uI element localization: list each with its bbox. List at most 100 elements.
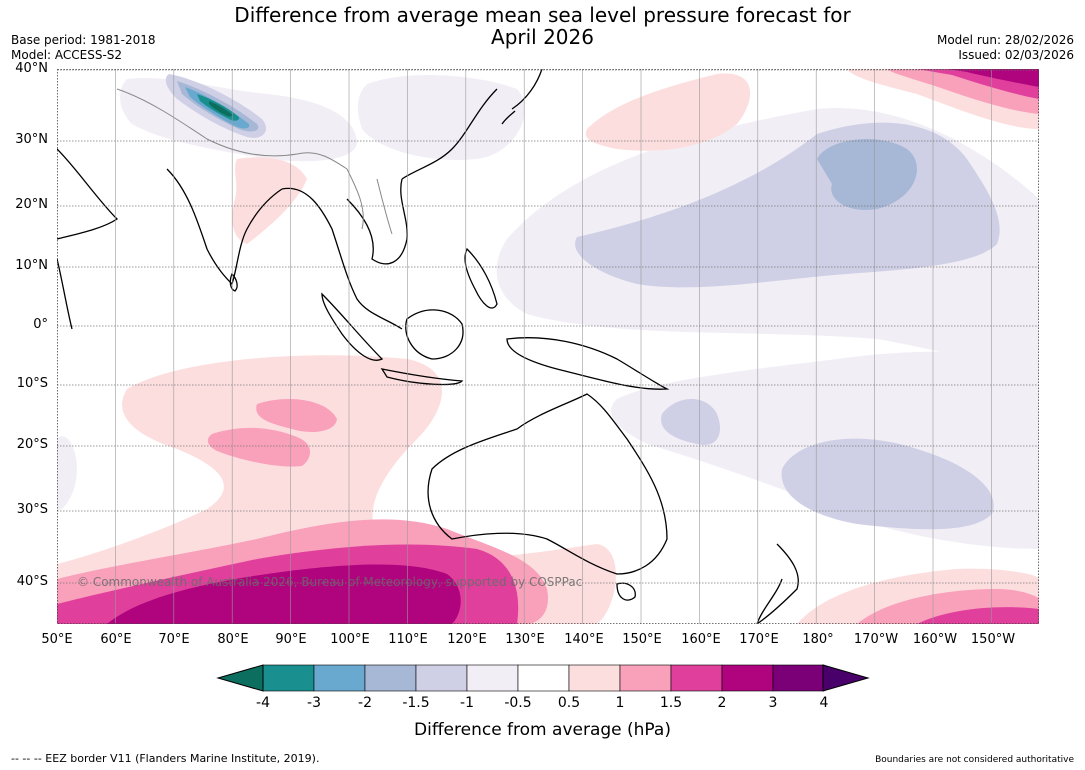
- footer-eez-note: -- -- -- EEZ border V11 (Flanders Marine…: [11, 752, 320, 765]
- meta-right: Model run: 28/02/2026 Issued: 02/03/2026: [937, 33, 1074, 63]
- model-run: Model run: 28/02/2026: [936, 33, 1074, 47]
- lon-label-170e: 170°E: [739, 632, 779, 647]
- colorbar-boxes: [262, 664, 825, 692]
- cb-tick-7: 1: [615, 695, 625, 711]
- lon-label-120e: 120°E: [447, 632, 487, 647]
- anomaly-pos-1-central-indian-b: [207, 427, 311, 467]
- lat-label-20s: 20°S: [16, 437, 48, 452]
- colorbar-box-6: [568, 664, 621, 692]
- coast-africa-east: [57, 258, 73, 330]
- country-borders: [116, 88, 393, 235]
- lon-label-60e: 60°E: [100, 632, 132, 647]
- coast-tasmania: [616, 582, 636, 601]
- coast-australia: [427, 393, 668, 575]
- anomaly-neg-2-west-pacific: [817, 138, 917, 210]
- anomaly-pos-2-south-indian: [107, 564, 461, 624]
- issued-date: Issued: 02/03/2026: [958, 48, 1074, 62]
- footer-boundaries-note: Boundaries are not considered authoritat…: [875, 755, 1074, 765]
- lat-label-30s: 30°S: [16, 502, 48, 517]
- border-himalaya: [116, 88, 348, 170]
- cb-tick-3: -1.5: [402, 695, 430, 711]
- colorbar-box-8: [670, 664, 723, 692]
- chart-title: Difference from average mean sea level p…: [0, 4, 1085, 48]
- cb-tick-2: -2: [358, 695, 372, 711]
- lat-label-40s: 40°S: [16, 574, 48, 589]
- anomaly-neg-1-indian-west: [57, 436, 77, 511]
- coast-java: [380, 368, 464, 386]
- gridlines: [115, 69, 992, 624]
- colorbar-box-5: [517, 664, 570, 692]
- lon-label-150w: 150°W: [970, 632, 1016, 647]
- lon-label-110e: 110°E: [388, 632, 428, 647]
- colorbar-box-7: [619, 664, 672, 692]
- colorbar-under-arrow: [216, 664, 264, 692]
- base-period: Base period: 1981-2018: [11, 33, 156, 47]
- coast-indochina: [346, 178, 408, 265]
- lat-label-40n: 40°N: [15, 61, 48, 76]
- anomaly-neg-15-south-pacific: [781, 438, 994, 530]
- cb-tick-0: -4: [256, 695, 270, 711]
- lon-label-90e: 90°E: [275, 632, 307, 647]
- cb-tick-1: -3: [307, 695, 321, 711]
- meta-left: Base period: 1981-2018 Model: ACCESS-S2: [11, 33, 156, 63]
- lon-label-100e: 100°E: [330, 632, 370, 647]
- colorbar-box-10: [772, 664, 825, 692]
- model-name: Model: ACCESS-S2: [11, 48, 123, 62]
- coast-philippines: [464, 247, 498, 309]
- lat-label-20n: 20°N: [15, 197, 48, 212]
- pressure-map: [57, 69, 1039, 624]
- anomaly-pos-05-bay-bengal: [232, 157, 307, 244]
- anomaly-neg-below-himalaya: [209, 101, 233, 117]
- colorbar-label: Difference from average (hPa): [414, 720, 671, 740]
- map-panel: [57, 69, 1039, 624]
- cb-tick-5: -0.5: [504, 695, 532, 711]
- lon-label-180: 180°: [802, 632, 834, 647]
- cb-tick-8: 1.5: [659, 695, 683, 711]
- coastlines: [57, 69, 799, 624]
- lat-label-10n: 10°N: [15, 258, 48, 273]
- anomaly-pos-05-north-pacific: [585, 73, 751, 151]
- lon-label-130e: 130°E: [505, 632, 545, 647]
- cb-tick-9: 2: [717, 695, 727, 711]
- watermark: © Commonwealth of Australia 2026, Bureau…: [77, 575, 583, 589]
- lon-label-50e: 50°E: [41, 632, 73, 647]
- cb-tick-6: 0.5: [557, 695, 581, 711]
- lat-label-30n: 30°N: [15, 132, 48, 147]
- lat-label-0: 0°: [33, 317, 48, 332]
- coast-sumatra: [321, 292, 384, 361]
- lon-label-150e: 150°E: [622, 632, 662, 647]
- coast-borneo: [405, 309, 464, 360]
- colorbar-box-3: [415, 664, 468, 692]
- lon-label-80e: 80°E: [217, 632, 249, 647]
- lon-label-160e: 160°E: [681, 632, 721, 647]
- cb-tick-4: -1: [460, 695, 474, 711]
- anomaly-neg-1-north-central: [357, 74, 525, 160]
- border-indochina: [346, 168, 393, 235]
- colorbar-box-2: [364, 664, 417, 692]
- colorbar: [216, 664, 870, 692]
- coast-new-guinea: [506, 337, 670, 390]
- lat-label-10s: 10°S: [16, 376, 48, 391]
- colorbar-box-1: [313, 664, 366, 692]
- title-line-1: Difference from average mean sea level p…: [234, 3, 851, 27]
- lon-label-160w: 160°W: [912, 632, 958, 647]
- lon-label-140e: 140°E: [564, 632, 604, 647]
- coast-china: [401, 88, 498, 180]
- coast-sri-lanka: [229, 272, 238, 292]
- cb-tick-11: 4: [819, 695, 829, 711]
- anomaly-pos-15-se-corner: [917, 607, 1039, 624]
- lon-label-170w: 170°W: [853, 632, 899, 647]
- colorbar-box-4: [466, 664, 519, 692]
- lon-label-70e: 70°E: [158, 632, 190, 647]
- colorbar-box-0: [262, 664, 315, 692]
- coast-new-zealand: [756, 543, 799, 624]
- coast-japan: [501, 69, 543, 125]
- coast-southeast-asia: [281, 187, 403, 330]
- anomaly-pos-2-ne-corner: [947, 69, 1039, 87]
- anomaly-neg-15-coral-sea: [661, 399, 721, 445]
- title-line-2: April 2026: [491, 25, 594, 49]
- anomaly-pos-1-central-indian-a: [256, 399, 337, 432]
- map-frame: [57, 69, 1039, 624]
- colorbar-box-9: [721, 664, 774, 692]
- cb-tick-10: 3: [768, 695, 778, 711]
